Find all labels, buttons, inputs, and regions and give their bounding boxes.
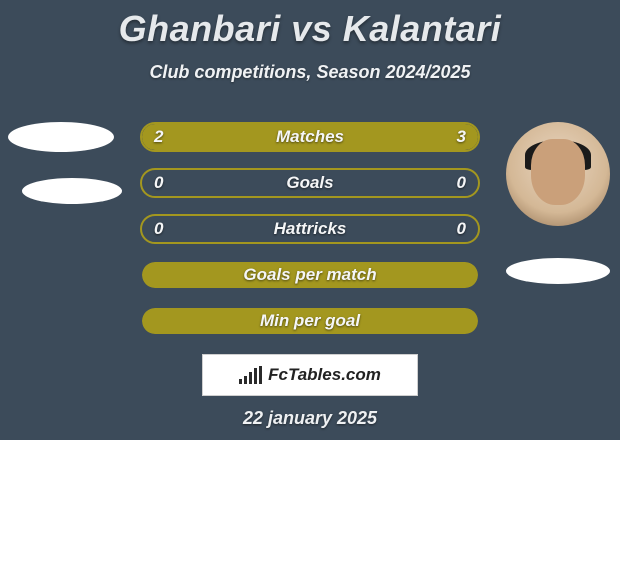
comparison-card: Ghanbari vs Kalantari Club competitions,…: [0, 0, 620, 440]
stat-row: Goals0 0: [140, 168, 480, 198]
stat-row: Matches2 3: [140, 122, 480, 152]
brand-text: FcTables.com: [268, 365, 381, 385]
subtitle: Club competitions, Season 2024/2025: [0, 62, 620, 83]
stat-value-right: 3: [457, 124, 466, 150]
stat-label: Matches: [142, 124, 478, 150]
stat-value-right: 0: [457, 170, 466, 196]
footer-date: 22 january 2025: [0, 408, 620, 429]
avatar-placeholder-right-1: [506, 258, 610, 284]
brand-box: FcTables.com: [202, 354, 418, 396]
stat-rows: Matches23Goals00Hattricks00Goals per mat…: [140, 122, 480, 352]
stat-label: Hattricks: [142, 216, 478, 242]
stat-row: Goals per match: [140, 260, 480, 290]
stat-label: Goals: [142, 170, 478, 196]
page-title: Ghanbari vs Kalantari: [0, 0, 620, 50]
stat-row: Hattricks0 0: [140, 214, 480, 244]
stat-label: Min per goal: [142, 308, 478, 334]
avatar-placeholder-left-2: [22, 178, 122, 204]
brand-bars-icon: [239, 366, 262, 384]
stat-label: Goals per match: [142, 262, 478, 288]
stat-value-left: 0: [154, 216, 163, 242]
stat-row: Min per goal: [140, 306, 480, 336]
stat-value-left: 2: [154, 124, 163, 150]
avatar-right: [506, 122, 610, 226]
avatar-placeholder-left-1: [8, 122, 114, 152]
stat-value-right: 0: [457, 216, 466, 242]
stat-value-left: 0: [154, 170, 163, 196]
